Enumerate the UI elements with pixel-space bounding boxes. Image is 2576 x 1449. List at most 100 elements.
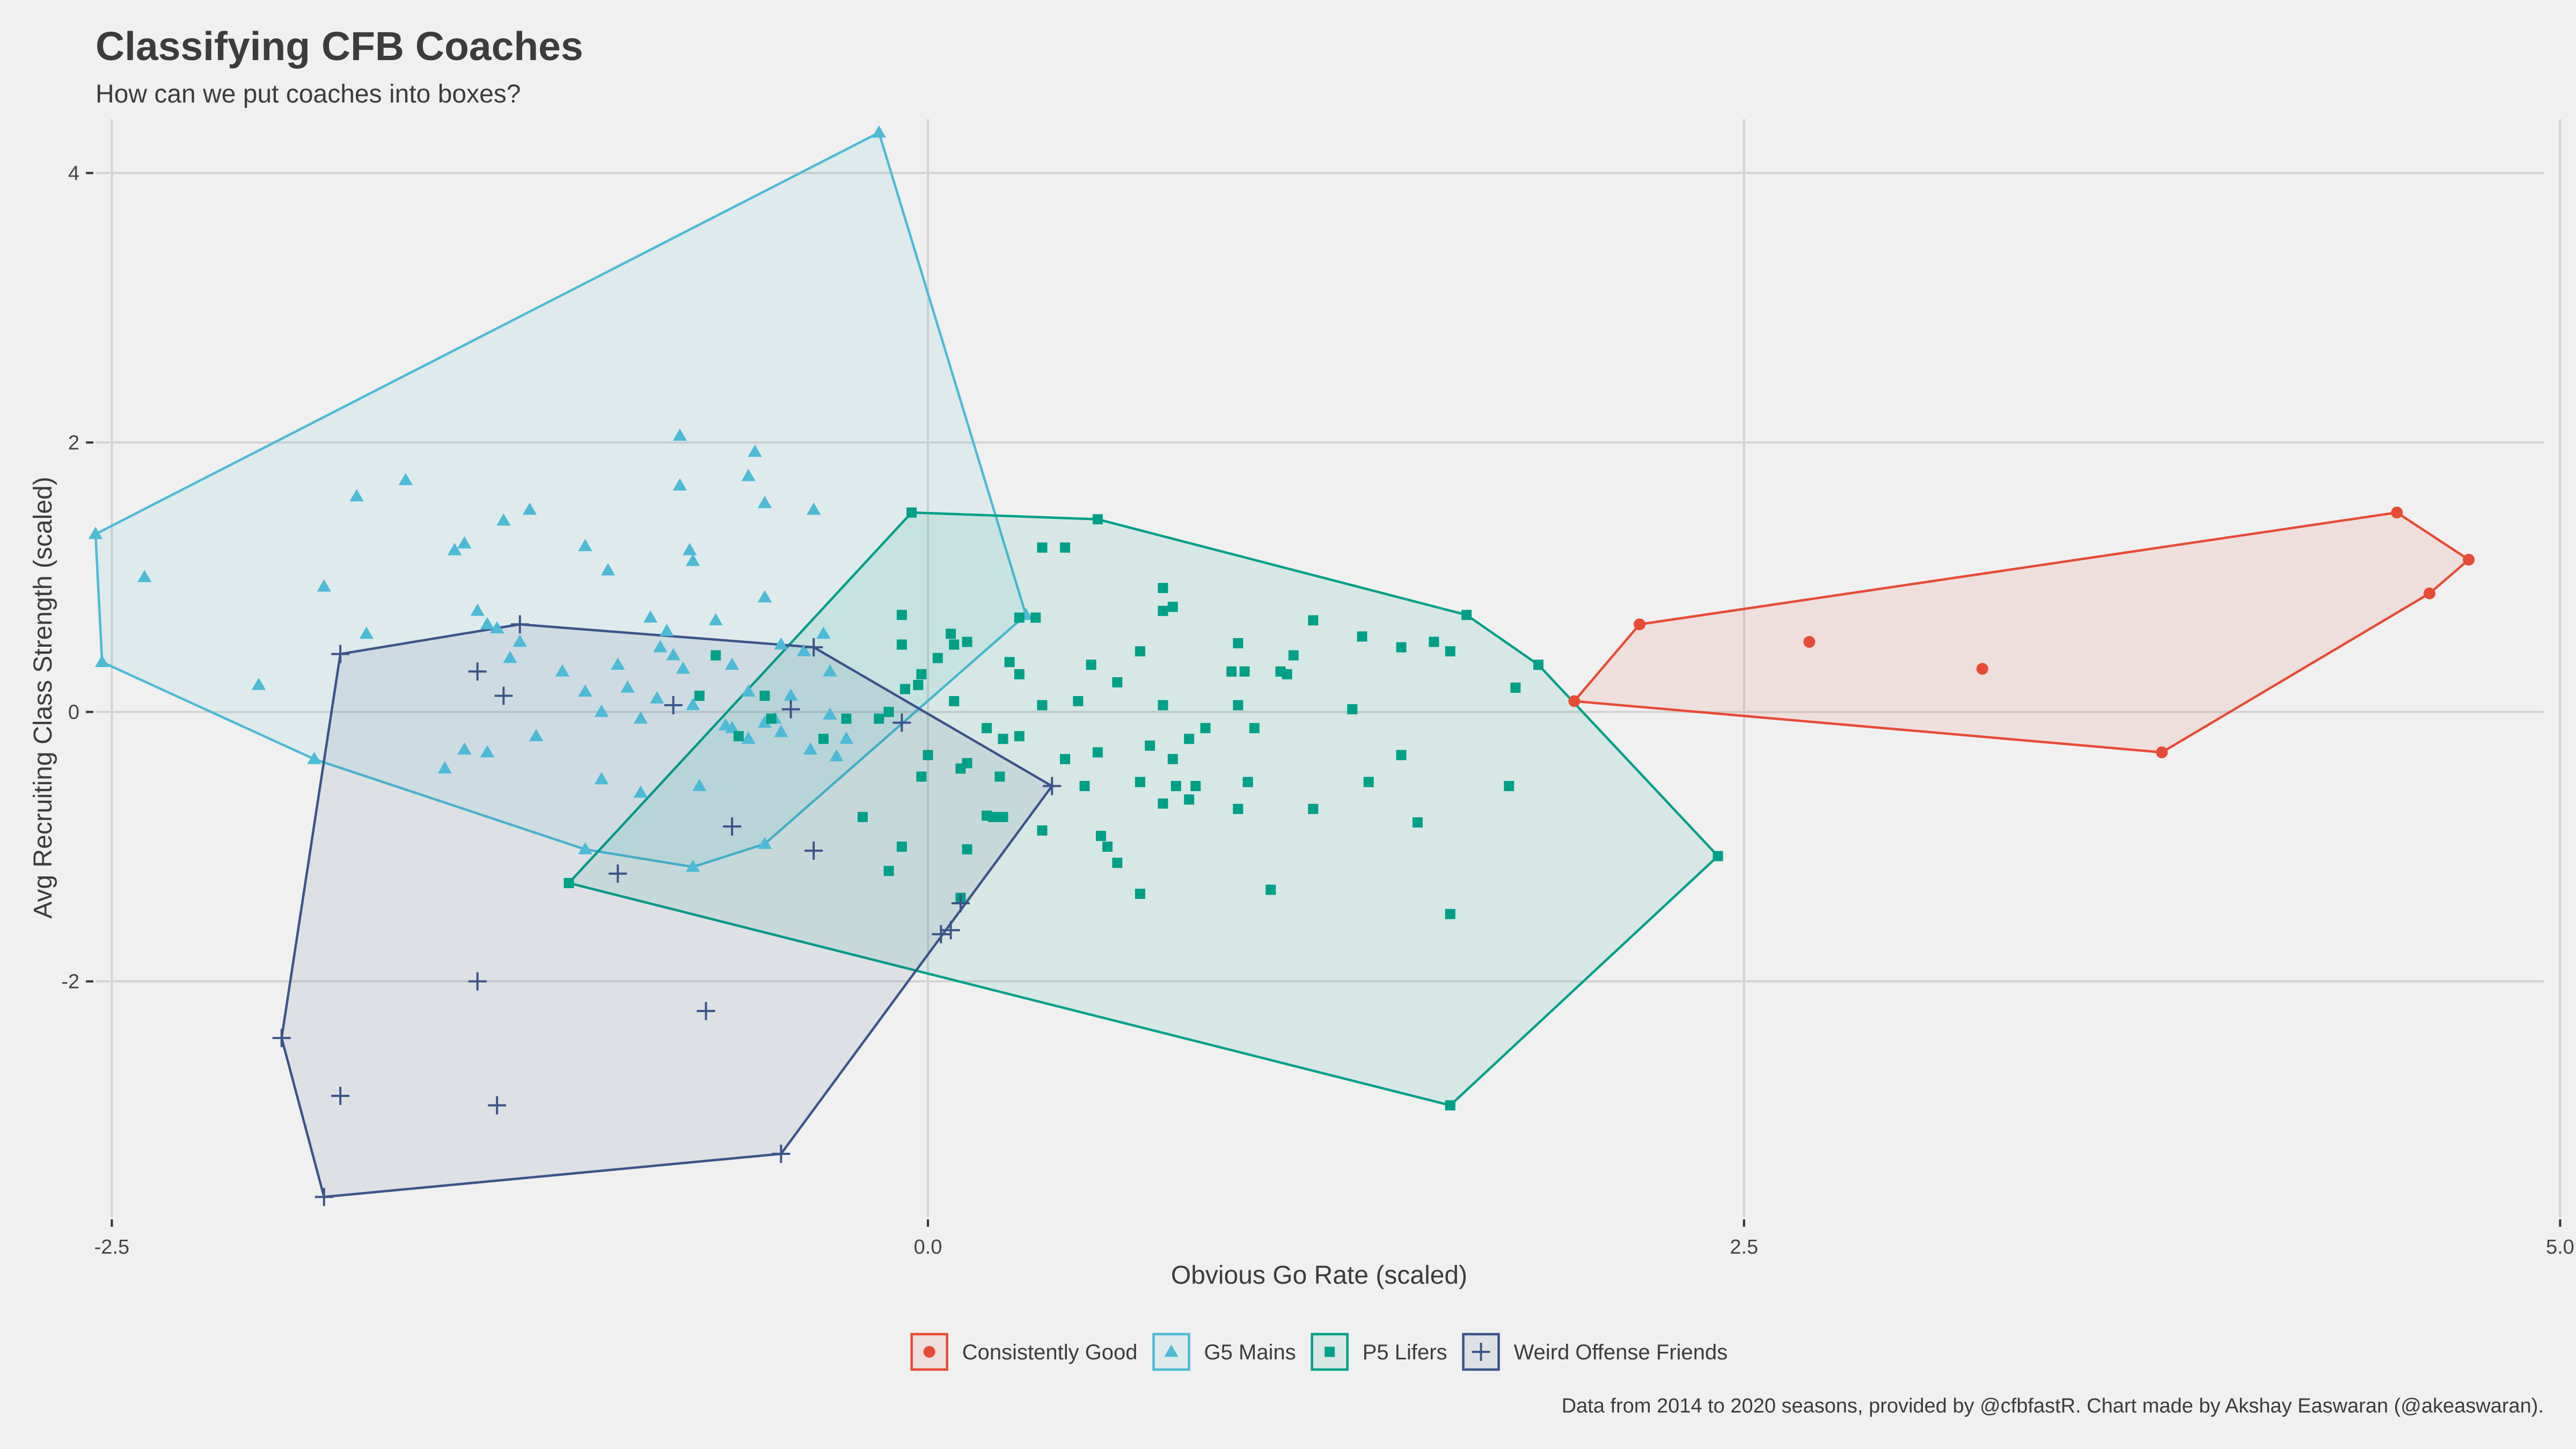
data-point [692,779,707,791]
data-point [784,688,798,701]
data-point [437,761,452,774]
data-point [998,734,1008,744]
data-point [643,610,658,623]
y-tick-label: 2 [68,432,79,455]
chart-title: Classifying CFB Coaches [96,24,583,69]
data-point [1396,750,1407,760]
data-point [1030,612,1041,623]
y-tick-label: -2 [61,971,79,993]
data-point [1461,610,1472,620]
legend-item: Consistently Good [910,1333,1138,1371]
hull-polygons [94,131,2470,1198]
data-point [949,696,960,707]
x-tick-label: 5.0 [2546,1236,2574,1258]
data-point [1803,636,1816,648]
data-point [900,684,911,694]
x-axis-ticks: -2.5 0.0 2.5 5.0 [94,1219,2574,1258]
data-point [733,731,744,742]
x-tick-label: -2.5 [94,1236,129,1258]
data-point [1112,858,1123,868]
data-point [1568,695,1580,707]
data-point [932,653,943,663]
data-point [94,655,109,667]
data-point [317,579,331,592]
data-point [513,634,527,647]
data-point [896,639,907,650]
data-point [748,444,762,457]
data-point [1634,618,1646,631]
data-point [1079,781,1090,792]
data-point [672,478,687,491]
data-point [1445,646,1455,657]
data-point [609,864,627,883]
data-point [1533,660,1544,670]
data-point [650,691,664,704]
data-point [1037,825,1048,836]
data-point [896,610,907,620]
data-point [1145,740,1155,751]
data-point [1249,723,1260,734]
data-point [633,711,648,724]
data-point [1184,794,1195,805]
data-point [724,657,740,670]
legend-marker [923,1346,935,1358]
data-point [468,972,487,991]
data-points [88,125,2475,1206]
data-point [723,817,742,836]
data-point [1504,781,1514,792]
data-point [1014,731,1024,742]
legend-marker [1324,1346,1335,1357]
data-point [1060,753,1071,764]
data-point [685,859,700,872]
data-point [757,715,772,728]
data-point [633,785,648,798]
data-point [522,502,537,515]
data-point [697,1001,715,1020]
hull-weird-offense-friends [280,623,1053,1198]
data-point [823,707,837,720]
data-point [757,590,772,603]
data-point [331,1087,350,1106]
data-point [741,469,756,481]
data-point [774,724,788,737]
data-point [949,639,960,650]
data-point [1043,777,1062,795]
data-point [883,707,894,718]
data-point [594,704,609,717]
data-point [611,657,625,670]
legend-marker [1472,1343,1490,1361]
data-point [685,698,700,711]
data-point [398,473,413,486]
y-axis-title: Avg Recruiting Class Strength (scaled) [29,477,57,918]
data-point [489,621,504,634]
data-point [1713,851,1723,861]
data-point [447,543,462,555]
data-point [660,624,674,636]
data-point [1445,909,1455,919]
data-point [1135,777,1145,787]
data-point [1233,803,1243,814]
data-point [1288,650,1299,661]
legend-item: G5 Mains [1152,1333,1296,1371]
data-point [685,553,700,566]
data-point [2156,746,2168,758]
data-point [1396,642,1407,653]
data-point [1445,1100,1455,1111]
data-point [676,661,691,674]
data-point [1347,704,1358,715]
data-point [962,758,972,769]
data-point [1037,700,1048,711]
data-point [818,734,829,744]
data-point [488,1096,507,1115]
data-point [1095,831,1106,841]
data-point [1167,753,1178,764]
data-point [1265,884,1276,895]
data-point [962,636,972,647]
data-point [857,811,868,822]
data-point [1233,638,1243,649]
data-point [1308,615,1319,626]
data-point [1242,777,1253,787]
data-point [620,680,635,693]
data-point [331,645,350,663]
